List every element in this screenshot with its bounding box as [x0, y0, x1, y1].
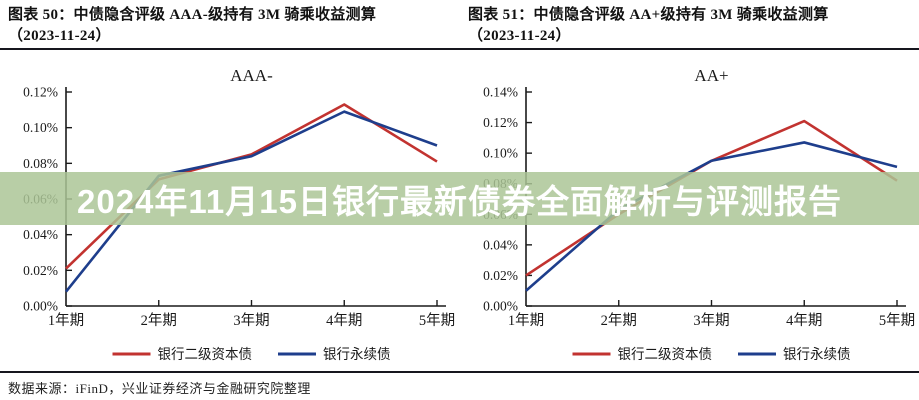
data-source-note: 数据来源：iFinD，兴业证券经济与金融研究院整理 — [8, 381, 311, 396]
figure-50-caption-line1: 图表 50：中债隐含评级 AAA-级持有 3M 骑乘收益测算 — [8, 7, 377, 23]
x-tick-label: 1年期 — [48, 312, 84, 329]
figure-50-caption: 图表 50：中债隐含评级 AAA-级持有 3M 骑乘收益测算 （2023-11-… — [8, 5, 458, 47]
x-tick-label: 5年期 — [879, 312, 915, 329]
figure-51-caption: 图表 51：中债隐含评级 AA+级持有 3M 骑乘收益测算 （2023-11-2… — [468, 5, 918, 47]
y-tick-label: 0.04% — [23, 227, 58, 242]
legend-label-0: 银行二级资本债 — [618, 347, 713, 363]
legend-label-0: 银行二级资本债 — [158, 347, 253, 363]
y-tick-label: 0.02% — [483, 268, 518, 283]
y-tick-label: 0.04% — [483, 237, 518, 252]
chart-aa-plus: AA+0.00%0.02%0.04%0.06%0.08%0.10%0.12%0.… — [460, 54, 919, 370]
y-tick-label: 0.08% — [23, 156, 58, 171]
y-tick-label: 0.10% — [483, 146, 518, 161]
watermark-banner: 2024年11月15日银行最新债券全面解析与评测报告 — [0, 172, 919, 225]
y-tick-label: 0.14% — [483, 85, 518, 100]
y-tick-label: 0.12% — [23, 85, 58, 100]
x-tick-label: 2年期 — [141, 312, 177, 329]
figure-51-caption-line1: 图表 51：中债隐含评级 AA+级持有 3M 骑乘收益测算 — [468, 7, 829, 23]
chart-svg: AA+0.00%0.02%0.04%0.06%0.08%0.10%0.12%0.… — [483, 66, 915, 363]
y-tick-label: 0.10% — [23, 120, 58, 135]
x-tick-label: 5年期 — [419, 312, 455, 329]
y-tick-label: 0.00% — [483, 299, 518, 314]
x-tick-label: 4年期 — [786, 312, 822, 329]
watermark-text: 2024年11月15日银行最新债券全面解析与评测报告 — [76, 182, 842, 220]
x-tick-label: 3年期 — [693, 312, 729, 329]
figure-50-caption-line2: （2023-11-24） — [8, 28, 111, 44]
x-tick-label: 1年期 — [508, 312, 544, 329]
x-tick-label: 2年期 — [601, 312, 637, 329]
y-tick-label: 0.00% — [23, 299, 58, 314]
series-line-1 — [525, 141, 898, 292]
legend-label-1: 银行永续债 — [323, 346, 391, 363]
legend-label-1: 银行永续债 — [783, 346, 851, 363]
divider-bottom — [0, 371, 919, 373]
y-tick-label: 0.12% — [483, 115, 518, 130]
figure-51-caption-line2: （2023-11-24） — [468, 28, 571, 44]
chart-title: AAA- — [230, 66, 273, 85]
x-tick-label: 4年期 — [326, 312, 362, 329]
divider-top — [0, 48, 919, 50]
chart-title: AA+ — [694, 66, 728, 85]
y-tick-label: 0.02% — [23, 263, 58, 278]
x-tick-label: 3年期 — [233, 312, 269, 329]
